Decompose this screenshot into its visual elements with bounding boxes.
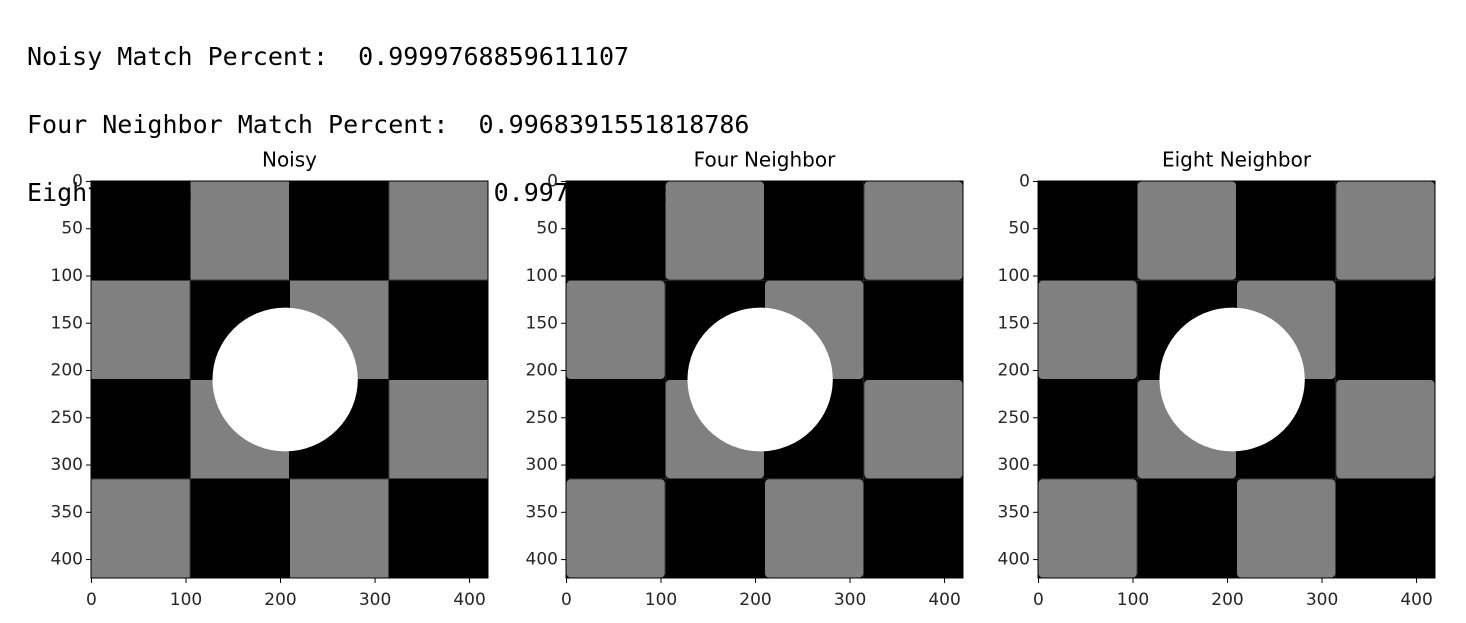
y-tick-label: 50 [61,219,83,239]
pixel-block [1335,280,1435,380]
pixel-block [764,181,864,281]
y-tick-label: 50 [1008,219,1030,239]
y-tick-label: 350 [526,502,558,522]
x-tick-label: 0 [1033,590,1044,610]
y-tick-label: 150 [526,313,558,333]
output-line: Four Neighbor Match Percent: 0.996839155… [27,108,749,142]
pixel-block [289,181,389,281]
pixel-block [1038,280,1137,379]
x-tick-label: 100 [1117,590,1149,610]
y-tick-label: 300 [51,455,83,475]
y-tick-label: 100 [998,266,1030,286]
y-tick-label: 400 [998,550,1030,570]
title: Four Neighbor [694,148,836,172]
line-label: Four Neighbor Match Percent: [27,110,449,139]
x-tick-label: 400 [928,590,960,610]
circle-region [1159,307,1305,452]
pixel-block [863,478,963,578]
pixel-block [389,380,488,479]
pixel-block [389,181,488,280]
y-tick-label: 150 [998,313,1030,333]
pixel-block [566,181,666,281]
line-value: 0.9968391551818786 [478,110,750,139]
pixel-block [566,379,666,479]
pixel-block [566,479,665,578]
pixel-block [91,379,191,479]
x-tick-label: 200 [1211,590,1243,610]
line-label: Noisy Match Percent: [27,42,329,71]
pixel-block [864,380,963,479]
y-tick-label: 100 [526,266,558,286]
y-tick-label: 300 [998,455,1030,475]
y-tick-label: 100 [51,266,83,286]
pixel-block [864,181,963,280]
y-tick-label: 50 [536,219,558,239]
x-tick-label: 100 [645,590,677,610]
output-line: Noisy Match Percent: 0.9999768859611107 [27,40,749,74]
x-tick-label: 300 [834,590,866,610]
x-tick-label: 200 [264,590,296,610]
axes-frame [90,180,489,579]
y-tick-label: 400 [51,550,83,570]
pixel-block [765,479,864,578]
y-tick-label: 0 [547,171,558,191]
pixel-block [1038,479,1137,578]
pixel-block [1137,181,1236,280]
pixel-block [1335,478,1435,578]
image [566,181,963,578]
pixel-block [290,479,389,578]
y-tick-label: 150 [51,313,83,333]
pixel-block [388,280,488,380]
y-tick-label: 250 [526,408,558,428]
x-tick-label: 0 [561,590,572,610]
pixel-block [665,478,765,578]
image [1038,181,1435,578]
pixel-block [863,280,963,380]
pixel-block [1336,380,1435,479]
pixel-block [1336,181,1435,280]
pixel-block [91,181,191,281]
pixel-block [1236,181,1336,281]
pixel-block [190,478,290,578]
axes-frame [565,180,964,579]
x-tick-label: 300 [359,590,391,610]
pixel-block [388,478,488,578]
x-tick-label: 400 [453,590,485,610]
y-tick-label: 200 [51,361,83,381]
pixel-block [91,280,190,379]
image [91,181,488,578]
circle-region [687,307,833,452]
pixel-block [1038,379,1138,479]
pixel-block [566,280,665,379]
x-tick-label: 300 [1306,590,1338,610]
y-tick-label: 400 [526,550,558,570]
title: Noisy [262,148,317,172]
line-value: 0.9999768859611107 [358,42,630,71]
y-tick-label: 250 [51,408,83,428]
x-tick-label: 200 [739,590,771,610]
pixel-block [1137,478,1237,578]
x-tick-label: 100 [170,590,202,610]
axes-frame [1037,180,1436,579]
y-tick-label: 0 [1019,171,1030,191]
x-tick-label: 400 [1400,590,1432,610]
pixel-block [1038,181,1138,281]
pixel-block [91,479,190,578]
y-tick-label: 200 [526,361,558,381]
y-tick-label: 350 [51,502,83,522]
y-tick-label: 300 [526,455,558,475]
circle-region [212,307,358,452]
pixel-block [665,181,764,280]
title: Eight Neighbor [1162,148,1312,172]
pixel-block [190,181,289,280]
y-tick-label: 0 [72,171,83,191]
y-tick-label: 200 [998,361,1030,381]
y-tick-label: 250 [998,408,1030,428]
y-tick-label: 350 [998,502,1030,522]
pixel-block [1237,479,1336,578]
x-tick-label: 0 [86,590,97,610]
